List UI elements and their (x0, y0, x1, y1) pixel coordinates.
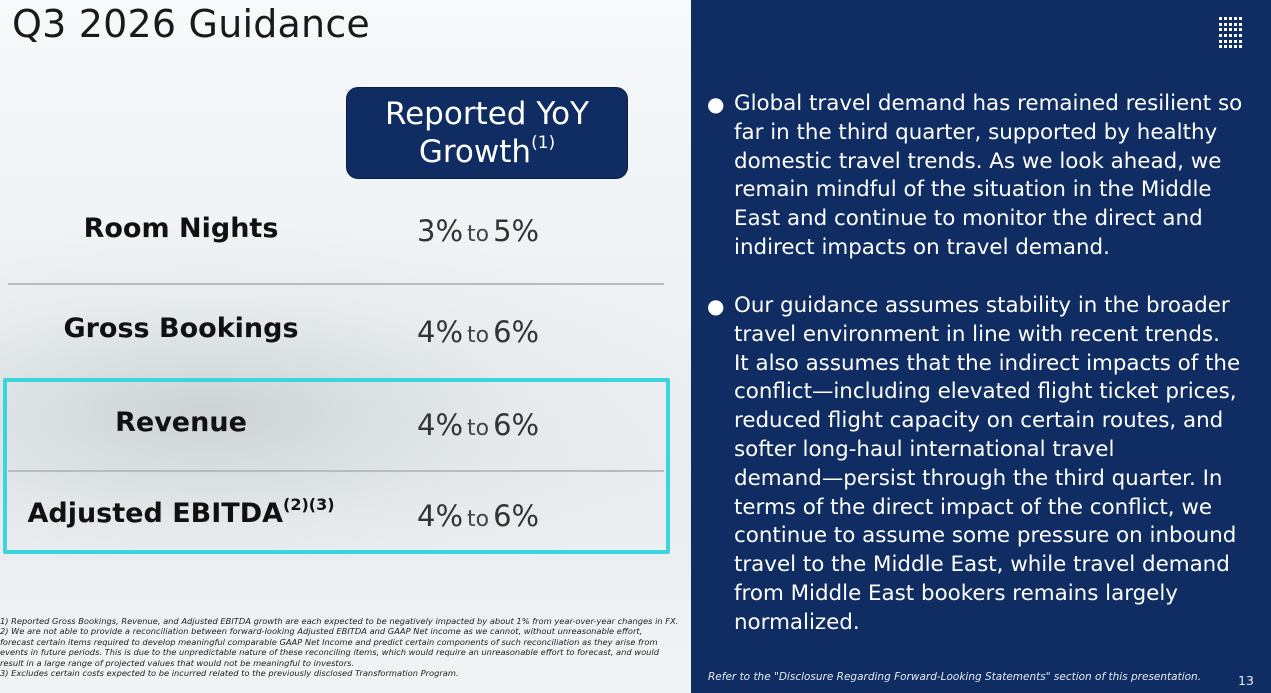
row-label-note: (2)(3) (283, 495, 335, 514)
column-header-line2: Growth (418, 134, 532, 170)
bullet-line: East and continue to monitor the direct … (734, 206, 1203, 232)
bullet-line: from Middle East bookers remains largely (734, 580, 1178, 606)
range-high: 6% (493, 315, 540, 349)
bullet-line: reduced flight capacity on certain route… (734, 408, 1224, 434)
bullet-dot-icon: ● (707, 92, 725, 116)
forward-looking-disclaimer: Refer to the "Disclosure Regarding Forwa… (708, 671, 1202, 683)
bullet-line: conflict—including elevated flight ticke… (734, 379, 1237, 405)
row-label-text: Adjusted EBITDA (27, 498, 283, 529)
commentary-panel: ● Global travel demand has remained resi… (691, 0, 1271, 693)
page-number: 13 (1238, 673, 1254, 688)
row-value-room-nights: 3% to 5% (417, 214, 539, 248)
guidance-panel: Q3 2026 Guidance Reported YoY Growth(1) … (0, 0, 691, 693)
bullet-line: softer long-haul international travel (734, 436, 1115, 462)
footnote-line: events in future periods. This is due to… (0, 647, 659, 658)
row-divider (8, 470, 664, 472)
range-high: 6% (493, 408, 540, 442)
row-value-adjusted-ebitda: 4% to 6% (417, 499, 539, 533)
bullet-line: travel to the Middle East, while travel … (734, 552, 1230, 578)
commentary-bullet: ● Global travel demand has remained resi… (705, 90, 1265, 263)
row-label-revenue: Revenue (0, 407, 362, 438)
row-label-room-nights: Room Nights (0, 213, 362, 244)
column-header-note: (1) (531, 133, 556, 153)
bullet-line: normalized. (734, 609, 860, 635)
bullet-line: demand—persist through the third quarter… (734, 465, 1223, 491)
footnote-line: 2) We are not able to provide a reconcil… (0, 626, 643, 637)
bullet-line: domestic travel trends. As we look ahead… (734, 148, 1222, 174)
footnote-line: result in a large range of projected val… (0, 657, 355, 668)
bullet-line: indirect impacts on travel demand. (734, 234, 1110, 260)
background-scenery (0, 230, 691, 560)
footnote-line: 1) Reported Gross Bookings, Revenue, and… (0, 616, 679, 626)
bullet-line: Our guidance assumes stability in the br… (734, 293, 1230, 318)
row-label-adjusted-ebitda: Adjusted EBITDA(2)(3) (0, 495, 362, 530)
row-label-text: Revenue (115, 407, 247, 438)
column-header: Reported YoY Growth(1) (346, 87, 628, 179)
range-high: 6% (493, 499, 540, 533)
bullet-line: far in the third quarter, supported by h… (734, 119, 1218, 145)
row-divider (8, 283, 664, 285)
range-high: 5% (493, 214, 540, 248)
footnotes: 1) Reported Gross Bookings, Revenue, and… (0, 616, 688, 678)
row-label-text: Gross Bookings (63, 313, 299, 344)
commentary-bullet: ● Our guidance assumes stability in the … (705, 292, 1265, 638)
bullet-line: remain mindful of the situation in the M… (734, 177, 1212, 203)
footnote-line: 3) Excludes certain costs expected to be… (0, 668, 459, 679)
bullet-line: It also assumes that the indirect impact… (734, 350, 1241, 376)
range-low: 3% (417, 214, 464, 248)
dot-grid-logo-icon (1219, 17, 1243, 49)
slide-title: Q3 2026 Guidance (12, 2, 371, 46)
row-value-revenue: 4% to 6% (417, 408, 539, 442)
footnote-line: forecast certain items required to devel… (0, 636, 658, 647)
bullet-dot-icon: ● (707, 294, 725, 318)
range-low: 4% (417, 315, 464, 349)
bullet-line: travel environment in line with recent t… (734, 321, 1220, 347)
column-header-line2-wrap: Growth(1) (347, 133, 627, 171)
bullet-line: terms of the direct impact of the confli… (734, 494, 1212, 520)
range-to: to (467, 416, 490, 441)
range-to: to (467, 222, 490, 247)
range-to: to (467, 507, 490, 532)
range-to: to (467, 323, 490, 348)
row-label-text: Room Nights (83, 213, 279, 244)
bullet-line: Global travel demand has remained resili… (734, 91, 1243, 116)
column-header-line1: Reported YoY (384, 96, 590, 132)
range-low: 4% (417, 408, 464, 442)
row-value-gross-bookings: 4% to 6% (417, 315, 539, 349)
bullet-line: continue to assume some pressure on inbo… (734, 523, 1237, 549)
row-label-gross-bookings: Gross Bookings (0, 313, 362, 344)
range-low: 4% (417, 499, 464, 533)
highlight-box (3, 378, 670, 554)
